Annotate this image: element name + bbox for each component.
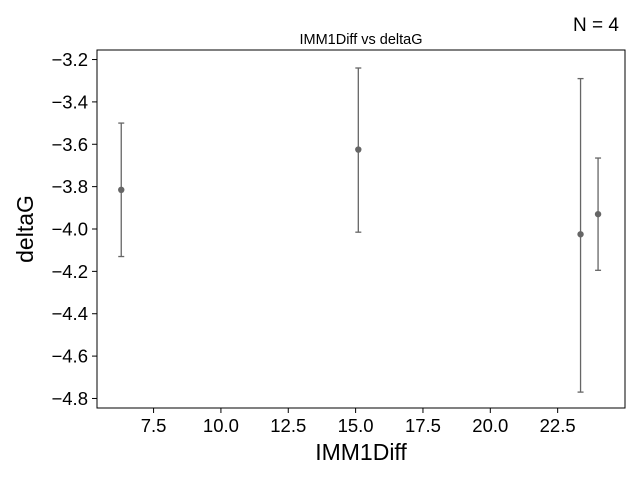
data-point <box>594 210 602 218</box>
y-tick-label: −4.4 <box>51 303 88 324</box>
y-tick-label: −3.2 <box>51 49 88 70</box>
x-tick-label: 7.5 <box>141 415 167 436</box>
y-tick-label: −3.8 <box>51 176 88 197</box>
x-tick-label: 22.5 <box>540 415 576 436</box>
y-tick-label: −3.4 <box>51 91 88 112</box>
error-bars <box>118 67 602 393</box>
chart-title: IMM1Diff vs deltaG <box>299 32 422 48</box>
x-tick-label: 15.0 <box>338 415 374 436</box>
data-point <box>355 146 362 153</box>
x-tick-label: 20.0 <box>472 415 508 436</box>
y-tick-label: −4.2 <box>51 261 88 282</box>
x-tick-label: 10.0 <box>203 415 239 436</box>
y-axis-ticks: −3.2 −3.4 −3.6 −3.8 −4.0 −4.2 −4.4 −4.6 −4.8 <box>51 49 97 409</box>
sample-count-annotation: N = 4 <box>573 15 619 36</box>
y-tick-label: −4.0 <box>51 219 88 240</box>
x-axis-label: IMM1Diff <box>315 439 407 465</box>
y-tick-label: −4.8 <box>51 388 88 409</box>
y-axis-label: deltaG <box>12 195 38 263</box>
x-tick-label: 12.5 <box>270 415 306 436</box>
x-tick-label: 17.5 <box>405 415 441 436</box>
plot-frame <box>96 49 626 409</box>
data-point <box>577 231 584 238</box>
x-axis-ticks: 7.5 10.0 12.5 15.0 17.5 20.0 22.5 <box>141 408 576 436</box>
y-tick-label: −4.6 <box>51 346 88 367</box>
y-tick-label: −3.6 <box>51 134 88 155</box>
data-point <box>118 186 125 194</box>
data-points <box>118 146 602 238</box>
